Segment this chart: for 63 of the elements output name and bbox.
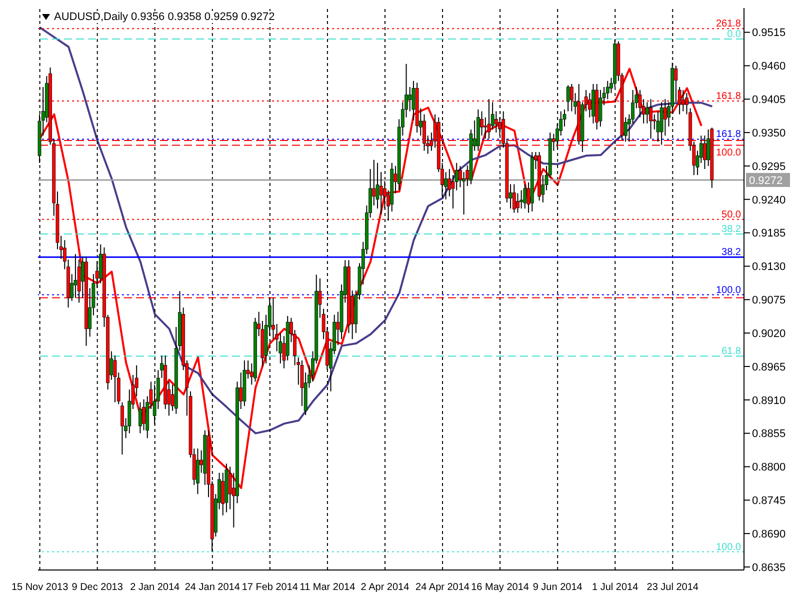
- y-tick-label: 0.9020: [752, 328, 786, 340]
- annotation: 100.0: [716, 542, 742, 553]
- x-tick-label: 15 Nov 2013: [11, 582, 69, 593]
- candlestick: [142, 398, 146, 431]
- y-tick-label: 0.8745: [752, 495, 786, 508]
- annotation: 161.8: [716, 90, 742, 102]
- x-tick-label: 24 Apr 2014: [416, 582, 470, 593]
- annotation: 38.2: [722, 224, 742, 236]
- candlestick: [512, 184, 516, 214]
- candlestick: [516, 192, 520, 214]
- annotation: 161.8: [716, 129, 742, 140]
- x-tick-label: 9 Jun 2014: [532, 582, 583, 593]
- y-tick-label: 0.9295: [752, 160, 786, 173]
- candlestick: [588, 92, 592, 118]
- y-tick-label: 0.9350: [752, 127, 786, 140]
- y-tick-label: 0.9075: [752, 294, 786, 307]
- y-tick-label: 0.9130: [752, 261, 786, 274]
- candlestick: [408, 86, 412, 112]
- candlestick: [520, 190, 524, 209]
- annotation: 0.0: [727, 28, 742, 40]
- x-tick-label: 9 Dec 2013: [72, 582, 124, 593]
- annotation: 261.8: [716, 18, 742, 30]
- candlestick: [196, 448, 200, 495]
- x-tick-label: 23 Jul 2014: [646, 582, 699, 593]
- annotation: 100.0: [716, 147, 742, 158]
- candlestick: [523, 184, 527, 209]
- y-tick-label: 0.9240: [752, 194, 786, 206]
- candlestick: [494, 110, 498, 134]
- y-tick-label: 0.8800: [752, 462, 786, 474]
- x-tick-label: 17 Feb 2014: [242, 582, 298, 593]
- y-tick-label: 0.8855: [752, 428, 786, 440]
- y-tick-label: 0.9405: [752, 94, 786, 106]
- candlestick: [598, 90, 602, 127]
- x-tick-label: 1 Jul 2014: [592, 582, 639, 593]
- x-tick-label: 16 May 2014: [471, 582, 530, 593]
- ref-line-label: 0.9272: [749, 174, 783, 187]
- x-tick-label: 11 Mar 2014: [300, 582, 356, 593]
- candlestick: [674, 65, 678, 103]
- line-series: [38, 26, 714, 434]
- candlestick: [681, 90, 685, 112]
- y-tick-label: 0.9185: [752, 228, 786, 240]
- chart-title: AUDUSD,Daily 0.9356 0.9358 0.9259 0.9272: [54, 11, 275, 23]
- candlestick: [379, 172, 383, 216]
- y-tick-label: 0.9460: [752, 60, 786, 73]
- y-tick-label: 0.8690: [752, 528, 786, 540]
- candlestick: [645, 102, 649, 124]
- annotation: 50.0: [722, 209, 742, 220]
- x-tick-label: 2 Jan 2014: [130, 582, 180, 593]
- annotation: 61.8: [722, 346, 742, 358]
- candlestick: [138, 402, 142, 434]
- y-tick-label: 0.8965: [752, 361, 786, 374]
- candlestick: [566, 84, 570, 112]
- candlestick: [74, 254, 78, 298]
- x-tick-label: 24 Jan 2014: [184, 582, 240, 593]
- candlestick: [120, 402, 124, 456]
- y-tick-label: 0.9515: [752, 27, 786, 40]
- annotation: 38.2: [722, 247, 742, 258]
- y-tick-label: 0.8910: [752, 394, 786, 407]
- y-tick-label: 0.8635: [752, 562, 786, 574]
- candlestick: [113, 355, 117, 403]
- annotation: 100.0: [716, 284, 742, 296]
- candlestick: [656, 110, 660, 142]
- x-tick-label: 2 Apr 2014: [360, 582, 410, 593]
